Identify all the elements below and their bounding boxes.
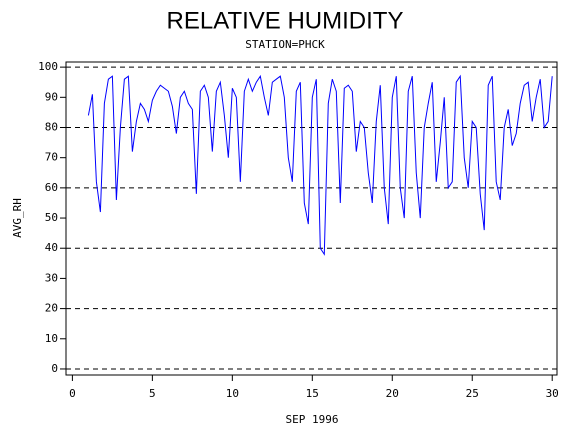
x-tick-label: 0 [69,387,76,400]
y-tick-label: 90 [45,90,58,103]
y-tick-label: 30 [45,271,58,284]
x-tick-label: 20 [386,387,399,400]
y-tick-label: 50 [45,211,58,224]
y-tick-label: 0 [51,362,58,375]
y-tick-label: 20 [45,302,58,315]
x-axis-label: SEP 1996 [286,413,339,426]
y-tick-label: 100 [38,60,58,73]
y-tick-label: 40 [45,241,58,254]
y-tick-label: 60 [45,181,58,194]
data-line [87,74,553,256]
y-tick-label: 80 [45,120,58,133]
x-tick-label: 10 [226,387,239,400]
x-tick-label: 25 [466,387,479,400]
y-tick-label: 70 [45,151,58,164]
chart-title: RELATIVE HUMIDITY [167,7,404,34]
x-tick-label: 15 [306,387,319,400]
x-tick-label: 30 [546,387,559,400]
y-tick-label: 10 [45,332,58,345]
x-tick-label: 5 [149,387,156,400]
y-axis-label: AVG_RH [11,198,24,238]
chart-subtitle: STATION=PHCK [245,38,325,51]
